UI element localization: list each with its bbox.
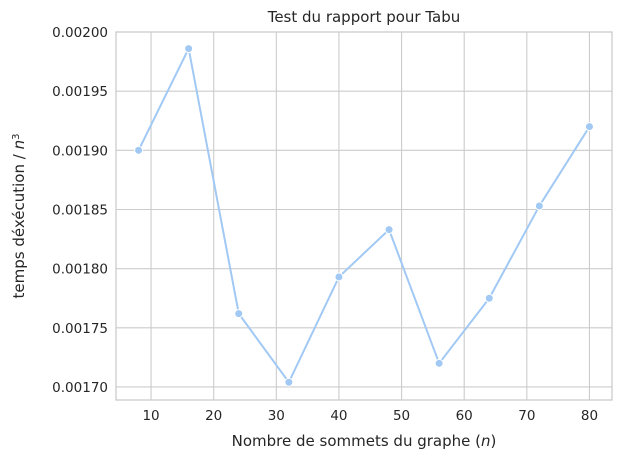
y-axis-label-text: temps déxécution / xyxy=(10,149,28,298)
x-tick-label: 40 xyxy=(330,408,347,424)
x-tick-label: 60 xyxy=(456,408,473,424)
y-tick-label: 0.00175 xyxy=(52,321,108,337)
data-point xyxy=(234,309,244,319)
x-tick-label: 80 xyxy=(581,408,598,424)
y-axis-ticks: 0.00170 0.00175 0.00180 0.00185 0.00190 0.001… xyxy=(52,25,108,396)
x-axis-label-text: Nombre de sommets du graphe ( xyxy=(232,432,481,450)
x-tick-label: 10 xyxy=(142,408,159,424)
data-point xyxy=(334,272,344,282)
grid-lines xyxy=(116,31,612,400)
chart-title: Test du rapport pour Tabu xyxy=(267,8,461,26)
x-tick-label: 70 xyxy=(518,408,535,424)
data-point xyxy=(584,122,594,132)
x-axis-ticks: 10 20 30 40 50 60 70 80 xyxy=(142,408,598,424)
y-tick-label: 0.00190 xyxy=(52,143,108,159)
y-axis-label: temps déxécution / n3 xyxy=(10,134,28,299)
data-point xyxy=(184,44,194,54)
series-line xyxy=(137,47,591,384)
data-point xyxy=(484,293,494,303)
series xyxy=(134,44,594,387)
x-tick-label: 30 xyxy=(268,408,285,424)
data-point xyxy=(134,145,144,155)
y-tick-label: 0.00170 xyxy=(52,380,108,396)
data-point xyxy=(434,358,444,368)
x-axis-label: Nombre de sommets du graphe (n) xyxy=(232,432,497,450)
data-point xyxy=(534,201,544,211)
plot-frame xyxy=(115,31,613,401)
y-tick-label: 0.00180 xyxy=(52,262,108,278)
x-tick-label: 20 xyxy=(205,408,222,424)
y-tick-label: 0.00195 xyxy=(52,84,108,100)
x-axis-label-variable: n xyxy=(481,432,491,450)
data-point xyxy=(384,225,394,235)
x-axis-label-close: ) xyxy=(491,432,497,450)
data-point xyxy=(284,377,294,387)
y-tick-label: 0.00200 xyxy=(52,25,108,41)
y-tick-label: 0.00185 xyxy=(52,202,108,218)
y-axis-label-variable: n xyxy=(10,140,28,150)
y-axis-label-exponent: 3 xyxy=(11,134,22,140)
x-tick-label: 50 xyxy=(393,408,410,424)
